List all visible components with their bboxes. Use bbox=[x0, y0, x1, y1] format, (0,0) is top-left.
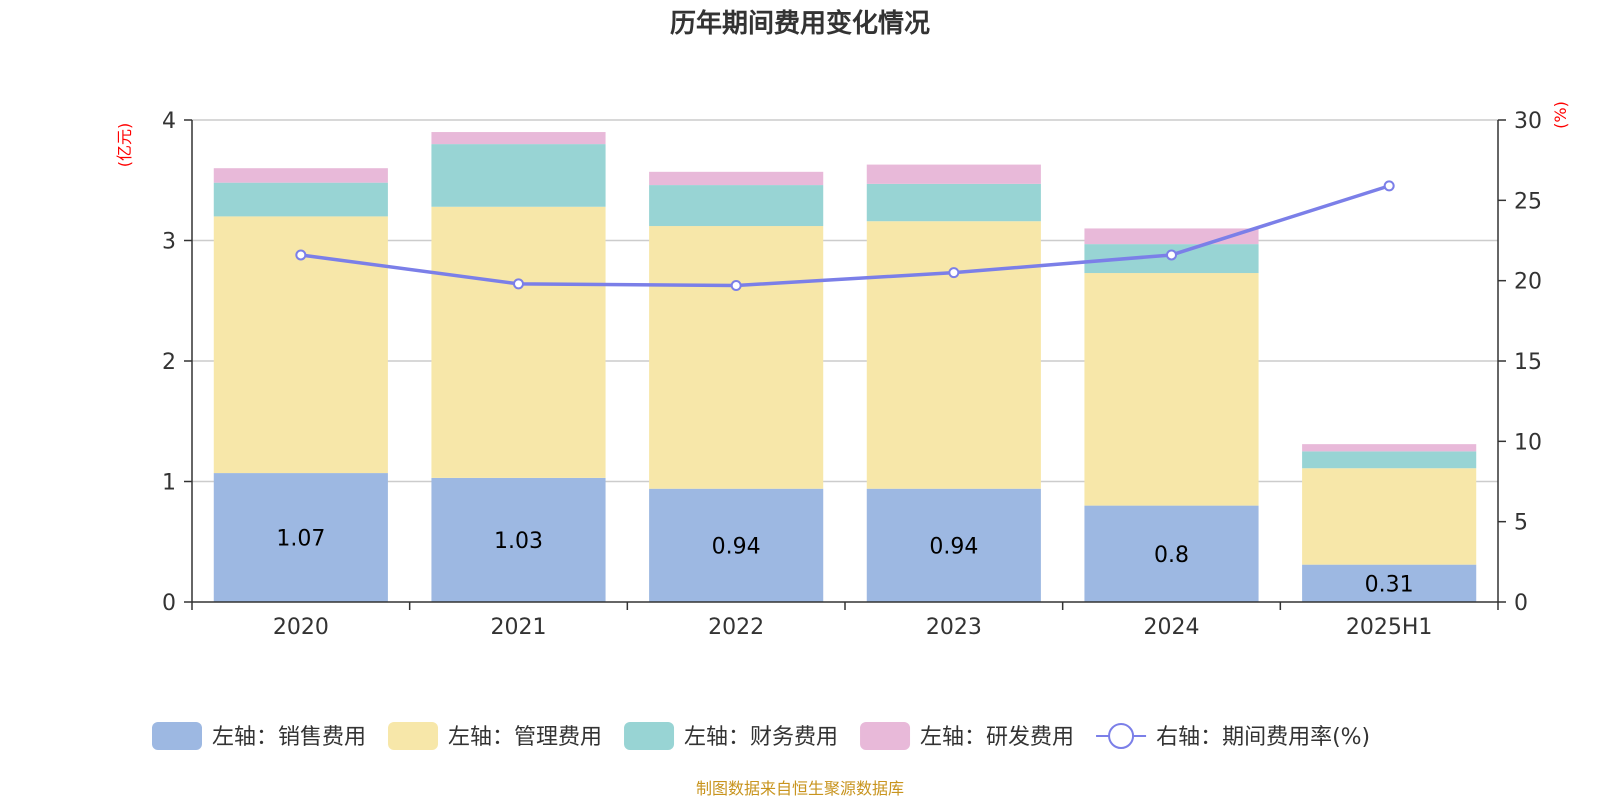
chart-title: 历年期间费用变化情况 bbox=[670, 8, 930, 39]
bar-segment-4 bbox=[649, 171, 824, 186]
bar-segment-1 bbox=[1302, 564, 1477, 602]
bar-segment-3 bbox=[649, 185, 824, 227]
right-axis-tick-label: 5 bbox=[1514, 511, 1528, 536]
legend: 左轴：销售费用 左轴：管理费用 左轴：财务费用 左轴：研发费用 右轴：期间费用率(%) bbox=[152, 722, 1370, 750]
legend-swatch bbox=[860, 722, 911, 750]
right-axis-tick-label: 15 bbox=[1514, 350, 1542, 375]
right-axis-tick-label: 30 bbox=[1514, 109, 1542, 134]
bar-segment-4 bbox=[431, 132, 606, 145]
right-axis-tick-label: 25 bbox=[1514, 189, 1542, 214]
bar-segment-2 bbox=[1084, 273, 1259, 506]
right-axis-unit: (%) bbox=[1551, 101, 1570, 129]
rate-point bbox=[295, 249, 307, 261]
legend-line-marker bbox=[1108, 723, 1135, 749]
bar-segment-4 bbox=[866, 164, 1041, 184]
bar-segment-4 bbox=[213, 168, 388, 183]
legend-label: 右轴：期间费用率(%) bbox=[1156, 725, 1370, 750]
rate-point bbox=[730, 279, 742, 291]
source-note: 制图数据来自恒生聚源数据库 bbox=[696, 779, 904, 798]
bar-segment-1 bbox=[431, 477, 606, 602]
bar-segment-4 bbox=[1302, 444, 1477, 452]
bar-data-label: 0.31 bbox=[1365, 572, 1414, 597]
legend-label: 左轴：研发费用 bbox=[920, 725, 1074, 750]
grid-lines bbox=[192, 119, 1498, 483]
legend-swatch bbox=[152, 722, 202, 750]
rate-point bbox=[1166, 249, 1177, 261]
bar-data-label: 0.8 bbox=[1154, 543, 1189, 568]
bar-data-label: 1.07 bbox=[276, 527, 325, 552]
bar-segment-1 bbox=[866, 488, 1041, 602]
rate-point bbox=[513, 278, 524, 290]
x-axis-tick-label: 2023 bbox=[926, 615, 982, 640]
legend-label: 左轴：销售费用 bbox=[212, 725, 366, 750]
x-axis-tick-label: 2024 bbox=[1144, 615, 1200, 640]
right-axis-tick-label: 10 bbox=[1514, 430, 1542, 455]
x-axis-tick-label: 2025H1 bbox=[1346, 615, 1433, 640]
legend-swatch bbox=[624, 722, 675, 750]
bar-segment-3 bbox=[213, 182, 388, 217]
left-axis-tick-label: 0 bbox=[162, 591, 176, 616]
bar-segment-2 bbox=[431, 206, 606, 478]
left-axis-tick-label: 1 bbox=[162, 471, 176, 496]
bar-label-layer: 1.07 1.03 0.94 0.94 0.8 0.31 bbox=[276, 527, 1413, 598]
bar-data-label: 1.03 bbox=[494, 529, 543, 554]
bar-segment-2 bbox=[1302, 468, 1477, 565]
bar-segment-3 bbox=[866, 183, 1041, 222]
rate-line bbox=[300, 184, 1390, 288]
bar-data-label: 0.94 bbox=[929, 534, 978, 559]
left-axis-tick-label: 4 bbox=[162, 109, 176, 134]
bar-data-label: 0.94 bbox=[712, 534, 761, 559]
left-axis-tick-label: 3 bbox=[162, 230, 176, 255]
axis-layer: 0 1 2 3 4 0 5 10 15 20 25 30 2020 2021 2022 2023 2024 202… bbox=[162, 109, 1542, 640]
bar-layer bbox=[213, 132, 1477, 602]
left-axis-tick-label: 2 bbox=[162, 350, 176, 375]
x-axis-tick-label: 2020 bbox=[273, 615, 329, 640]
bar-segment-2 bbox=[866, 221, 1041, 489]
bar-segment-2 bbox=[649, 226, 824, 489]
left-axis-unit: (亿元) bbox=[115, 123, 134, 168]
bar-segment-3 bbox=[431, 144, 606, 207]
legend-label: 左轴：管理费用 bbox=[448, 725, 602, 750]
bar-segment-3 bbox=[1302, 451, 1477, 469]
right-axis-tick-label: 20 bbox=[1514, 270, 1542, 295]
bar-segment-1 bbox=[213, 473, 388, 602]
x-axis-tick-label: 2022 bbox=[708, 615, 764, 640]
right-axis-tick-label: 0 bbox=[1514, 591, 1528, 616]
bar-segment-1 bbox=[1084, 505, 1259, 602]
bar-segment-1 bbox=[649, 488, 824, 602]
legend-swatch bbox=[388, 722, 439, 750]
rate-point bbox=[1383, 180, 1395, 192]
rate-point bbox=[948, 267, 960, 279]
x-axis-tick-label: 2021 bbox=[491, 615, 547, 640]
legend-label: 左轴：财务费用 bbox=[684, 725, 838, 750]
line-layer bbox=[295, 180, 1395, 291]
